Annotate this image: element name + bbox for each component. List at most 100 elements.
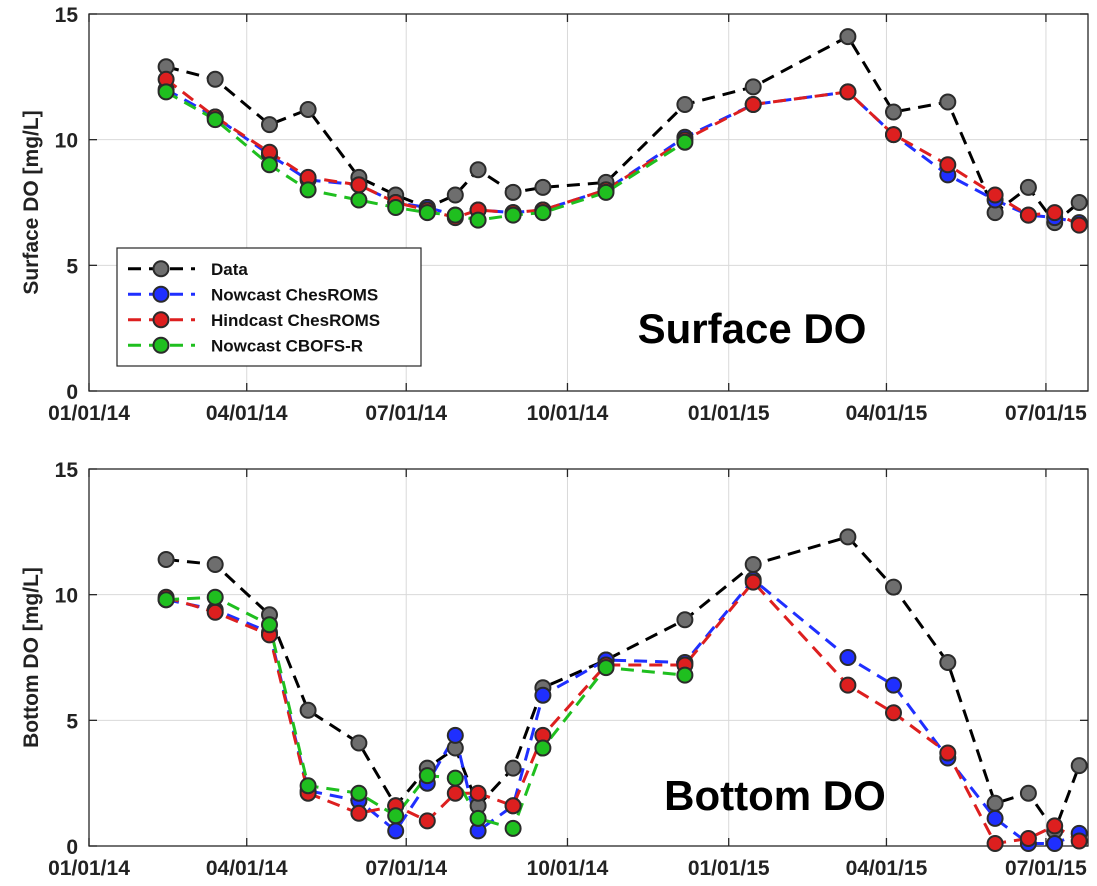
y-tick-label: 5 [66, 710, 78, 733]
data-point [261, 616, 278, 634]
y-tick-label: 10 [55, 130, 78, 153]
data-point [885, 704, 902, 722]
legend-marker [152, 311, 170, 329]
data-point [676, 666, 694, 684]
data-point [261, 116, 278, 134]
data-point [350, 804, 368, 822]
data-point [469, 784, 487, 802]
data-point [446, 186, 464, 204]
x-tick-label: 07/01/14 [365, 857, 447, 880]
surface-do-panel: 01/01/14 04/01/14 07/01/14 10/01/14 01/01/15… [20, 4, 1089, 425]
data-point [885, 676, 902, 694]
data-point [676, 611, 694, 629]
data-point [744, 573, 762, 591]
data-point [157, 551, 175, 568]
data-point [534, 739, 552, 757]
data-point [534, 178, 552, 196]
data-point [1019, 784, 1037, 802]
data-point [986, 186, 1004, 204]
x-tick-label: 07/01/14 [365, 402, 447, 425]
data-point [839, 28, 857, 46]
data-point [299, 701, 317, 719]
data-point [939, 654, 957, 671]
data-point [676, 96, 694, 113]
data-point [418, 767, 436, 785]
data-point [597, 183, 615, 201]
data-point [1070, 832, 1088, 850]
legend-marker [152, 336, 170, 354]
data-point [744, 96, 762, 113]
data-point [534, 686, 552, 704]
data-point [839, 676, 857, 694]
data-point [744, 78, 762, 96]
data-point [939, 93, 957, 111]
data-point [504, 819, 522, 837]
data-point [350, 191, 368, 209]
legend: Data Nowcast ChesROMS Hindcast ChesROMS Now… [116, 247, 422, 367]
data-point [469, 809, 487, 827]
data-point [504, 206, 522, 224]
data-point [206, 556, 224, 573]
plot-area [89, 469, 1088, 846]
data-point [206, 588, 224, 606]
data-point [299, 777, 317, 795]
data-point [839, 83, 857, 101]
y-axis-label: Surface DO [mg/L] [20, 110, 43, 294]
data-point [1046, 817, 1064, 835]
data-point [986, 809, 1004, 827]
data-point [446, 784, 464, 802]
data-point [261, 156, 278, 174]
data-point [418, 204, 436, 222]
y-tick-label: 15 [55, 459, 79, 482]
data-point [839, 528, 857, 546]
data-point [534, 204, 552, 222]
data-point [1070, 194, 1088, 211]
y-axis-label: Bottom DO [mg/L] [20, 567, 43, 748]
data-point [885, 126, 902, 144]
x-tick-label: 04/01/15 [846, 402, 928, 425]
data-point [299, 101, 317, 118]
legend-marker [152, 285, 170, 303]
data-point [885, 578, 902, 596]
data-point [469, 161, 487, 179]
x-tick-label: 04/01/14 [206, 402, 288, 425]
data-point [597, 659, 615, 677]
data-point [504, 797, 522, 815]
data-point [839, 649, 857, 666]
data-point [206, 70, 224, 88]
data-point [1070, 757, 1088, 775]
legend-label: Nowcast ChesROMS [211, 285, 378, 304]
data-point [469, 211, 487, 229]
chart-title: Bottom DO [664, 772, 886, 819]
x-tick-label: 07/01/15 [1005, 857, 1087, 880]
legend-label: Data [211, 260, 248, 279]
data-point [350, 734, 368, 752]
data-point [350, 784, 368, 802]
data-point [885, 103, 902, 121]
data-point [939, 156, 957, 174]
y-tick-label: 15 [55, 4, 79, 27]
y-tick-label: 10 [55, 585, 78, 608]
data-point [504, 759, 522, 777]
x-tick-label: 10/01/14 [527, 402, 609, 425]
data-point [299, 181, 317, 199]
x-tick-label: 04/01/14 [206, 857, 288, 880]
x-tick-label: 01/01/14 [48, 402, 130, 425]
data-point [157, 83, 175, 101]
data-point [1046, 835, 1064, 852]
data-point [986, 794, 1004, 812]
data-point [1046, 204, 1064, 222]
data-point [744, 556, 762, 573]
legend-label: Nowcast CBOFS-R [211, 336, 363, 355]
data-point [446, 769, 464, 787]
legend-label: Hindcast ChesROMS [211, 311, 380, 330]
x-tick-label: 04/01/15 [846, 857, 928, 880]
x-tick-label: 01/01/15 [688, 402, 770, 425]
y-tick-label: 5 [66, 255, 78, 278]
data-point [418, 812, 436, 830]
bottom-do-panel: 01/01/14 04/01/14 07/01/14 10/01/14 01/01/15… [20, 459, 1089, 880]
data-point [1019, 830, 1037, 847]
legend-marker [152, 260, 170, 278]
data-point [676, 133, 694, 151]
